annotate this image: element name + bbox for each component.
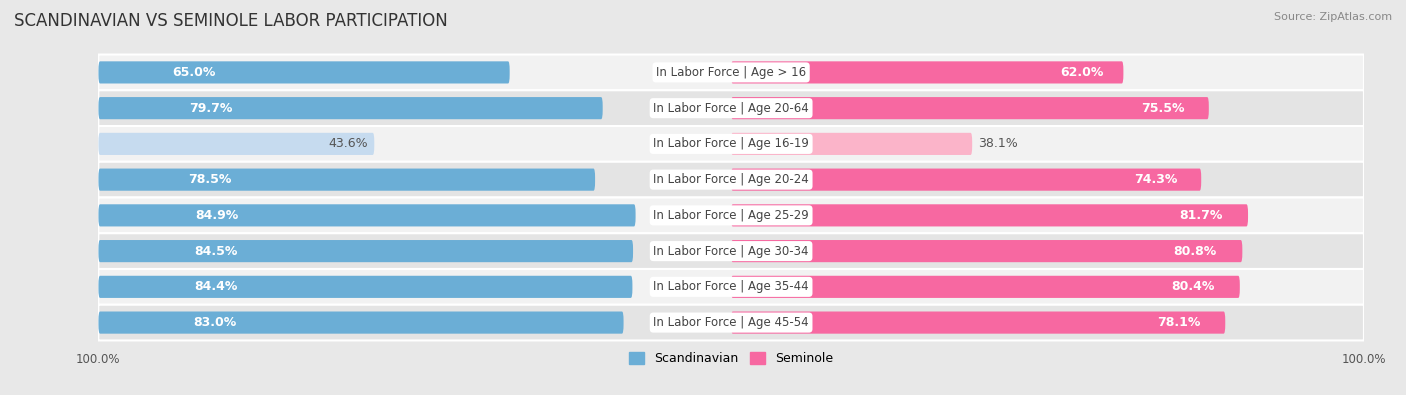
FancyBboxPatch shape: [731, 204, 1249, 226]
FancyBboxPatch shape: [731, 276, 1240, 298]
Text: 65.0%: 65.0%: [173, 66, 215, 79]
Text: In Labor Force | Age 30-34: In Labor Force | Age 30-34: [654, 245, 808, 258]
FancyBboxPatch shape: [731, 133, 972, 155]
FancyBboxPatch shape: [98, 269, 1364, 305]
Text: 80.8%: 80.8%: [1174, 245, 1216, 258]
FancyBboxPatch shape: [98, 126, 1364, 162]
FancyBboxPatch shape: [731, 97, 1209, 119]
Text: Source: ZipAtlas.com: Source: ZipAtlas.com: [1274, 12, 1392, 22]
Text: 78.5%: 78.5%: [188, 173, 231, 186]
FancyBboxPatch shape: [98, 240, 633, 262]
Text: In Labor Force | Age 35-44: In Labor Force | Age 35-44: [654, 280, 808, 293]
FancyBboxPatch shape: [98, 204, 636, 226]
Text: 84.5%: 84.5%: [194, 245, 238, 258]
FancyBboxPatch shape: [98, 169, 595, 191]
FancyBboxPatch shape: [98, 55, 1364, 90]
FancyBboxPatch shape: [731, 61, 1123, 83]
FancyBboxPatch shape: [98, 233, 1364, 269]
FancyBboxPatch shape: [731, 169, 1201, 191]
Text: 84.4%: 84.4%: [194, 280, 238, 293]
Text: 74.3%: 74.3%: [1135, 173, 1178, 186]
Text: 43.6%: 43.6%: [329, 137, 368, 150]
FancyBboxPatch shape: [98, 305, 1364, 340]
Text: 81.7%: 81.7%: [1178, 209, 1222, 222]
FancyBboxPatch shape: [98, 312, 623, 334]
Text: 62.0%: 62.0%: [1060, 66, 1104, 79]
Text: 78.1%: 78.1%: [1157, 316, 1201, 329]
Text: In Labor Force | Age 45-54: In Labor Force | Age 45-54: [654, 316, 808, 329]
FancyBboxPatch shape: [98, 198, 1364, 233]
Text: 38.1%: 38.1%: [979, 137, 1018, 150]
Text: In Labor Force | Age > 16: In Labor Force | Age > 16: [657, 66, 806, 79]
FancyBboxPatch shape: [98, 97, 603, 119]
FancyBboxPatch shape: [98, 61, 509, 83]
FancyBboxPatch shape: [731, 312, 1225, 334]
FancyBboxPatch shape: [98, 133, 374, 155]
Legend: Scandinavian, Seminole: Scandinavian, Seminole: [628, 352, 834, 365]
FancyBboxPatch shape: [98, 90, 1364, 126]
Text: 84.9%: 84.9%: [195, 209, 239, 222]
Text: In Labor Force | Age 20-64: In Labor Force | Age 20-64: [654, 102, 808, 115]
Text: In Labor Force | Age 20-24: In Labor Force | Age 20-24: [654, 173, 808, 186]
Text: 80.4%: 80.4%: [1171, 280, 1215, 293]
Text: In Labor Force | Age 16-19: In Labor Force | Age 16-19: [654, 137, 808, 150]
Text: 75.5%: 75.5%: [1142, 102, 1185, 115]
FancyBboxPatch shape: [731, 240, 1243, 262]
FancyBboxPatch shape: [98, 162, 1364, 198]
Text: 79.7%: 79.7%: [190, 102, 232, 115]
Text: SCANDINAVIAN VS SEMINOLE LABOR PARTICIPATION: SCANDINAVIAN VS SEMINOLE LABOR PARTICIPA…: [14, 12, 447, 30]
FancyBboxPatch shape: [98, 276, 633, 298]
Text: 83.0%: 83.0%: [193, 316, 236, 329]
Text: In Labor Force | Age 25-29: In Labor Force | Age 25-29: [654, 209, 808, 222]
